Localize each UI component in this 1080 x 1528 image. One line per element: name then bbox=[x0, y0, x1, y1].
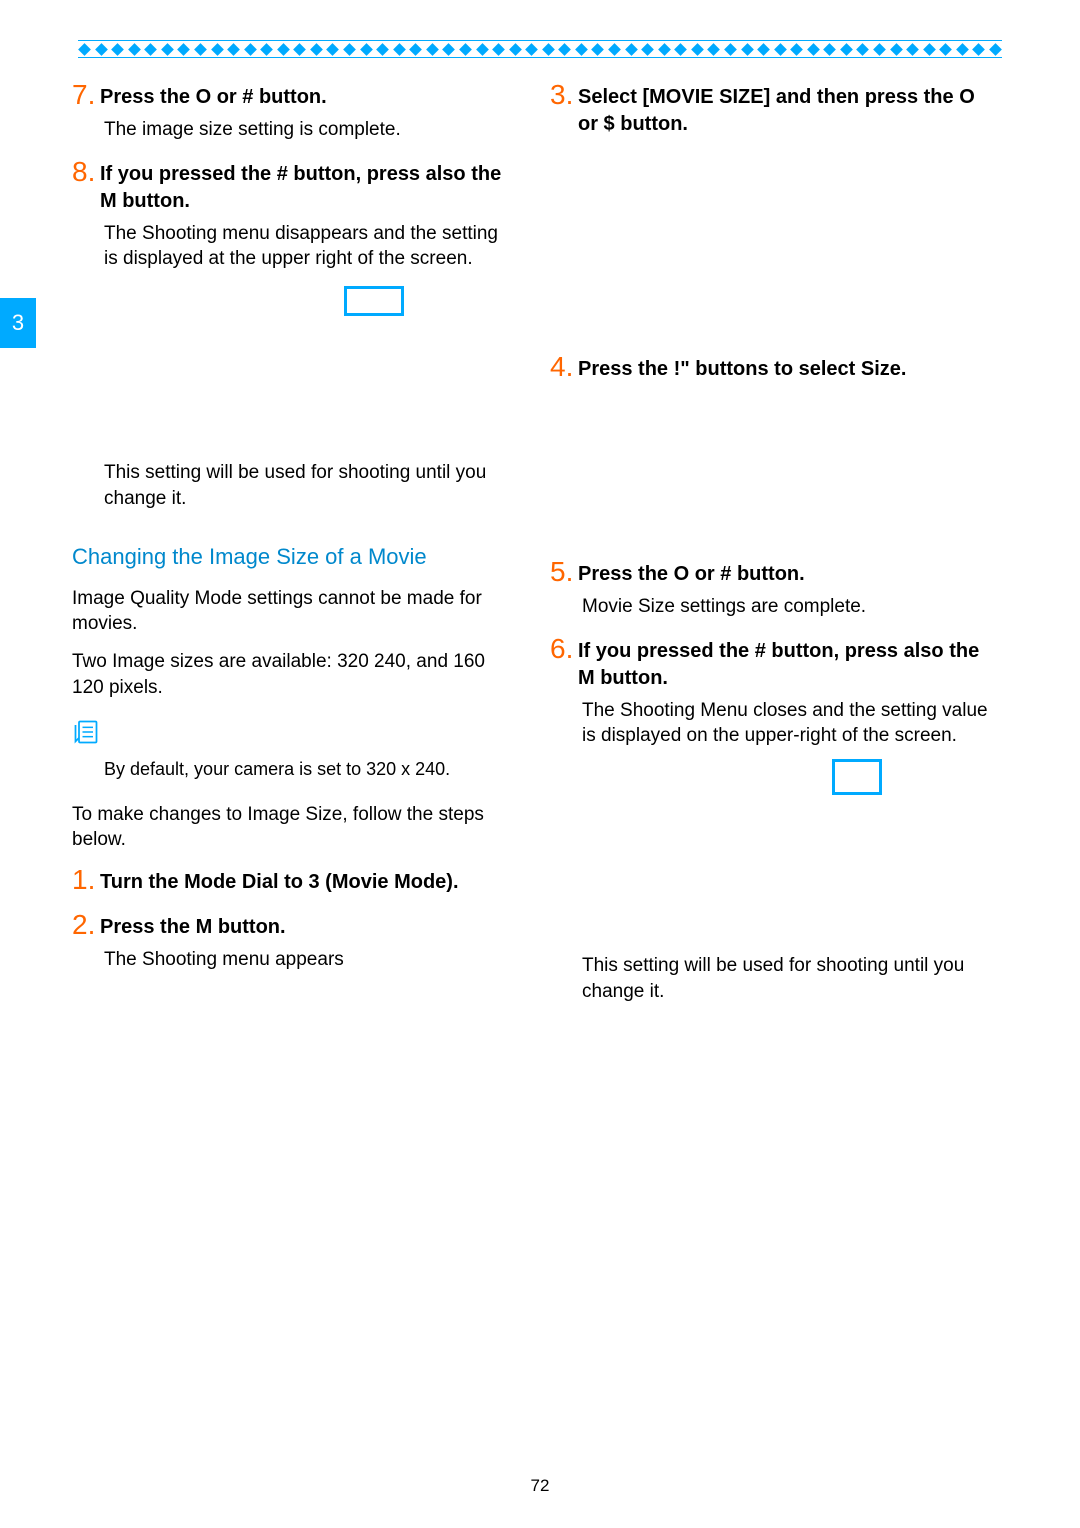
step-body: The Shooting Menu closes and the setting… bbox=[582, 698, 990, 749]
content-columns: 7 Press the O or # button. The image siz… bbox=[0, 80, 1080, 1004]
paragraph: Two Image sizes are available: 320 240, … bbox=[72, 649, 512, 700]
step-title: If you pressed the # button, press also … bbox=[100, 161, 512, 215]
step-4: 4 Press the !" buttons to select Size. bbox=[550, 352, 990, 383]
step-title: Press the M button. bbox=[100, 914, 286, 941]
paragraph: Image Quality Mode settings cannot be ma… bbox=[72, 586, 512, 637]
step-number: 6 bbox=[550, 634, 578, 665]
note-text: By default, your camera is set to 320 x … bbox=[104, 757, 512, 781]
right-column: 3 Select [MOVIE SIZE] and then press the… bbox=[550, 80, 990, 1004]
illustration-gap bbox=[550, 152, 990, 352]
step-body: The Shooting menu disappears and the set… bbox=[104, 221, 512, 272]
step-number: 8 bbox=[72, 157, 100, 188]
step-3: 3 Select [MOVIE SIZE] and then press the… bbox=[550, 80, 990, 138]
step-number: 1 bbox=[72, 865, 100, 896]
step-number: 2 bbox=[72, 910, 100, 941]
step-8: 8 If you pressed the # button, press als… bbox=[72, 157, 512, 272]
highlight-rect-icon bbox=[832, 759, 882, 795]
illustration-gap bbox=[550, 397, 990, 557]
note-icon bbox=[72, 718, 100, 746]
step-5: 5 Press the O or # button. Movie Size se… bbox=[550, 557, 990, 620]
step-body: Movie Size settings are complete. bbox=[582, 594, 990, 620]
step-2: 2 Press the M button. The Shooting menu … bbox=[72, 910, 512, 973]
memo-text: This setting will be used for shooting u… bbox=[104, 460, 512, 511]
paragraph: To make changes to Image Size, follow th… bbox=[72, 802, 512, 853]
left-column: 7 Press the O or # button. The image siz… bbox=[72, 80, 512, 1004]
memo-text: This setting will be used for shooting u… bbox=[582, 953, 990, 1004]
step-number: 3 bbox=[550, 80, 578, 111]
step-7: 7 Press the O or # button. The image siz… bbox=[72, 80, 512, 143]
step-title: If you pressed the # button, press also … bbox=[578, 638, 990, 692]
screen-illustration bbox=[582, 763, 882, 813]
manual-page: 3 7 Press the O or # button. The image s… bbox=[0, 0, 1080, 1528]
decorative-divider bbox=[78, 40, 1002, 58]
step-body: The Shooting menu appears bbox=[104, 947, 512, 973]
step-6: 6 If you pressed the # button, press als… bbox=[550, 634, 990, 749]
step-number: 7 bbox=[72, 80, 100, 111]
highlight-rect-icon bbox=[344, 286, 404, 316]
step-title: Turn the Mode Dial to 3 (Movie Mode). bbox=[100, 869, 459, 896]
section-heading: Changing the Image Size of a Movie bbox=[72, 543, 512, 572]
screen-illustration bbox=[104, 286, 404, 310]
page-number: 72 bbox=[0, 1476, 1080, 1496]
step-title: Press the O or # button. bbox=[100, 84, 327, 111]
step-title: Press the O or # button. bbox=[578, 561, 805, 588]
step-title: Select [MOVIE SIZE] and then press the O… bbox=[578, 84, 990, 138]
step-1: 1 Turn the Mode Dial to 3 (Movie Mode). bbox=[72, 865, 512, 896]
step-number: 5 bbox=[550, 557, 578, 588]
step-title: Press the !" buttons to select Size. bbox=[578, 356, 906, 383]
step-body: The image size setting is complete. bbox=[104, 117, 512, 143]
step-number: 4 bbox=[550, 352, 578, 383]
